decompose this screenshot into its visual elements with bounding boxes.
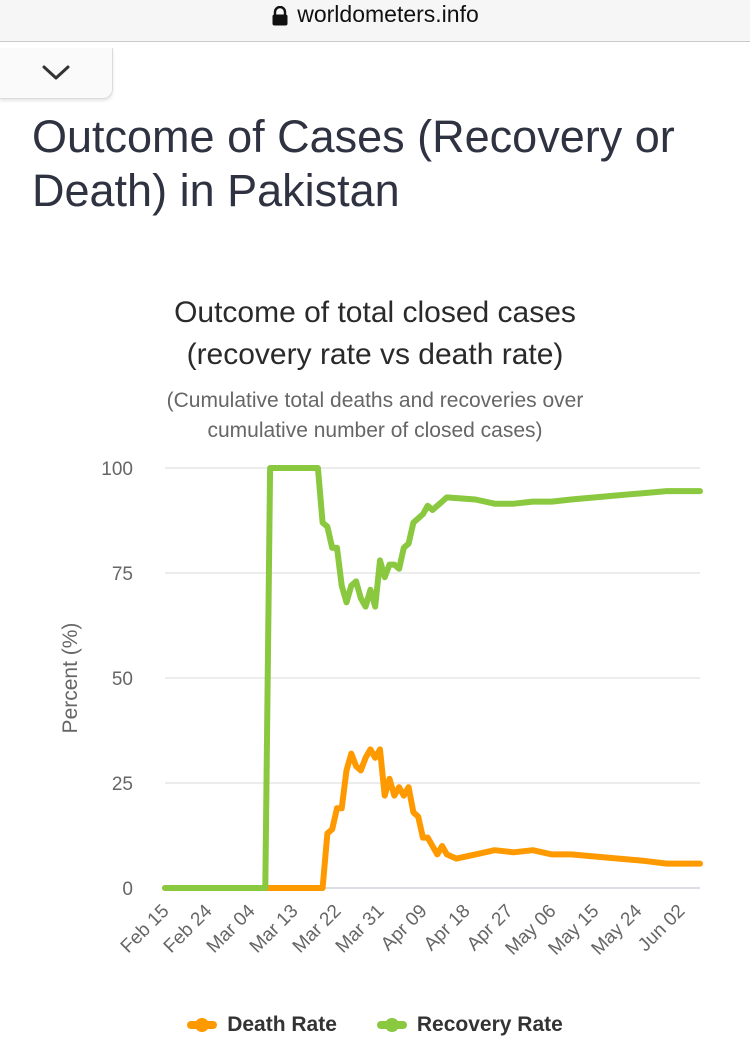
series-line-death-rate[interactable] bbox=[162, 746, 703, 891]
url-container[interactable]: worldometers.info bbox=[271, 1, 479, 28]
y-tick-label: 50 bbox=[112, 669, 133, 690]
series-line-recovery-rate[interactable] bbox=[162, 465, 703, 891]
chart-series-lines bbox=[162, 465, 703, 891]
chart-legend: Death Rate Recovery Rate bbox=[0, 1008, 750, 1042]
x-tick-label: Apr 18 bbox=[420, 901, 474, 955]
y-tick-label: 25 bbox=[112, 774, 133, 795]
legend-label-death-rate: Death Rate bbox=[227, 1013, 337, 1036]
y-axis-ticks: 0 25 50 75 100 bbox=[101, 459, 133, 900]
legend-label-recovery-rate: Recovery Rate bbox=[416, 1013, 563, 1036]
lock-icon bbox=[272, 5, 288, 25]
chart-title-line-1: Outcome of total closed cases bbox=[174, 296, 576, 329]
y-tick-label: 100 bbox=[101, 459, 133, 480]
x-tick-label: Mar 31 bbox=[332, 901, 389, 958]
legend-swatch-recovery-rate bbox=[376, 1018, 407, 1032]
page-title: Outcome of Cases (Recovery or Death) in … bbox=[32, 111, 675, 216]
y-tick-label: 75 bbox=[112, 564, 133, 585]
tab-strip bbox=[0, 42, 750, 99]
chart-subtitle-line-2: cumulative number of closed cases) bbox=[207, 419, 543, 442]
legend-swatch-death-rate bbox=[187, 1018, 218, 1032]
browser-url-bar[interactable]: worldometers.info bbox=[0, 0, 750, 42]
chart-subtitle-line-1: (Cumulative total deaths and recoveries … bbox=[166, 389, 584, 412]
x-tick-label: Jun 02 bbox=[634, 901, 689, 956]
url-text: worldometers.info bbox=[297, 1, 479, 27]
chart-subtitle: (Cumulative total deaths and recoveries … bbox=[0, 386, 750, 446]
legend-item-recovery-rate[interactable]: Recovery Rate bbox=[376, 1013, 563, 1037]
legend-item-death-rate[interactable]: Death Rate bbox=[187, 1013, 337, 1037]
chart-gridlines bbox=[165, 467, 700, 889]
x-tick-label: Apr 09 bbox=[377, 901, 431, 955]
chart-title-line-2: (recovery rate vs death rate) bbox=[186, 338, 564, 371]
chart-title: Outcome of total closed cases (recovery … bbox=[0, 292, 750, 376]
collapse-toggle-button[interactable] bbox=[0, 48, 113, 99]
y-tick-label: 0 bbox=[122, 879, 133, 900]
y-axis-label: Percent (%) bbox=[59, 623, 82, 734]
chevron-down-icon bbox=[42, 65, 70, 80]
